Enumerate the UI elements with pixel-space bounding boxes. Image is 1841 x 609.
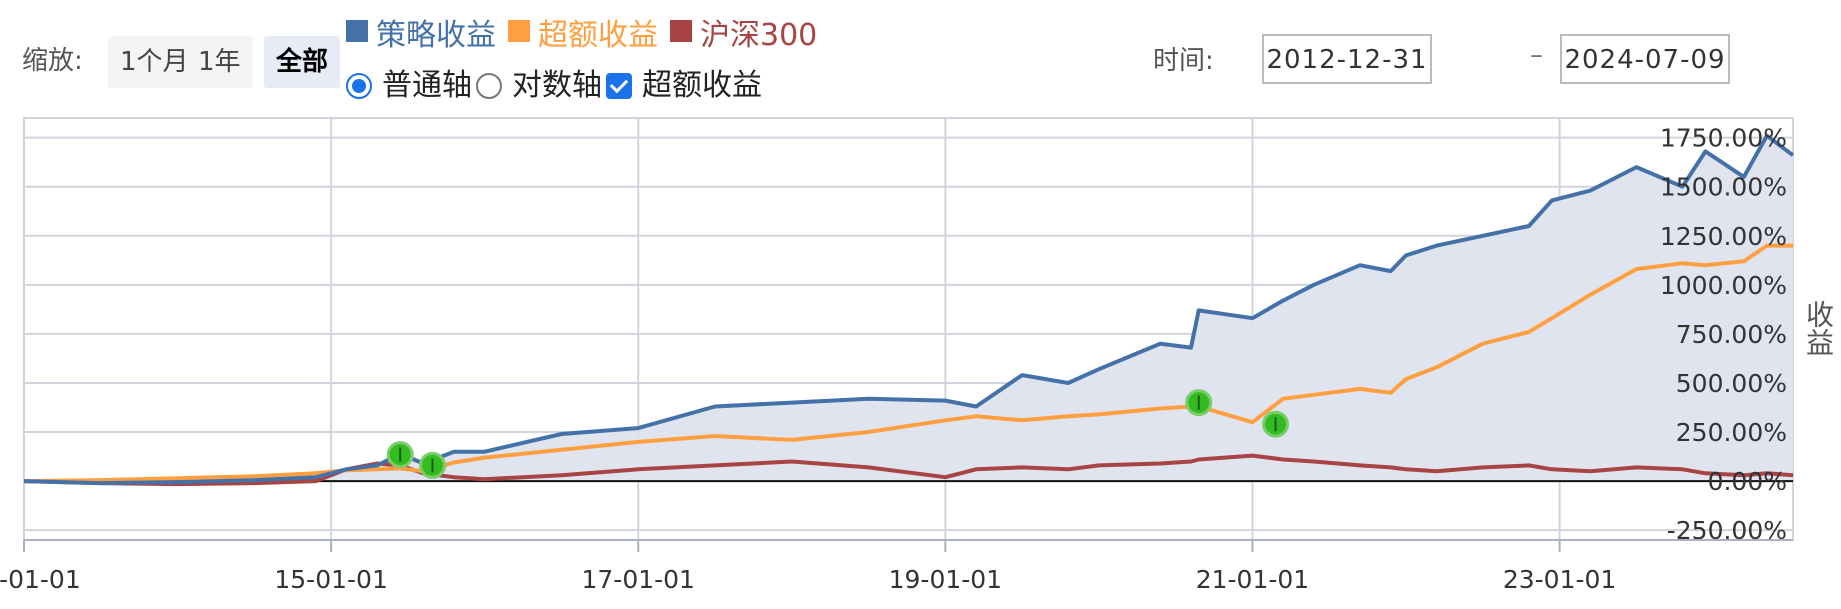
zoom-1-year-button[interactable]: 1年 — [186, 36, 253, 88]
legend-excess-label: 超额收益 — [538, 18, 658, 53]
x-tick-label: 17-01-01 — [581, 565, 694, 594]
log-axis-option[interactable]: 对数轴 — [476, 60, 602, 104]
x-tick-label: 21-01-01 — [1196, 565, 1309, 594]
time-label: 时间: — [1153, 46, 1214, 76]
normal-axis-option[interactable]: 普通轴 — [346, 60, 472, 104]
legend-excess[interactable]: 超额收益 — [508, 10, 658, 54]
excess-return-label: 超额收益 — [642, 68, 762, 103]
y-tick-label: 1500.00% — [1660, 173, 1787, 202]
y-tick-label: 750.00% — [1676, 320, 1787, 349]
legend-hs300[interactable]: 沪深300 — [670, 10, 817, 54]
legend-strategy[interactable]: 策略收益 — [346, 10, 496, 54]
zoom-label: 缩放: — [22, 46, 83, 76]
zoom-1-month-button[interactable]: 1个月 — [108, 36, 201, 88]
log-axis-radio[interactable] — [476, 73, 502, 99]
y-tick-label: 500.00% — [1676, 369, 1787, 398]
legend-swatch-excess — [508, 20, 530, 42]
log-axis-label: 对数轴 — [512, 68, 602, 103]
normal-axis-label: 普通轴 — [382, 68, 472, 103]
y-tick-label: 1250.00% — [1660, 222, 1787, 251]
y-tick-label: 1750.00% — [1660, 124, 1787, 153]
legend-swatch-hs300 — [670, 20, 692, 42]
excess-return-option[interactable]: 超额收益 — [606, 60, 762, 104]
y-tick-label: 250.00% — [1676, 418, 1787, 447]
date-to-input[interactable]: 2024-07-09 — [1560, 34, 1730, 84]
y-axis-label: 收益 — [1802, 300, 1835, 356]
strategy-area — [24, 135, 1793, 484]
normal-axis-radio[interactable] — [346, 73, 372, 99]
x-tick-label: 23-01-01 — [1503, 565, 1616, 594]
legend-hs300-label: 沪深300 — [700, 18, 818, 53]
legend-strategy-label: 策略收益 — [376, 18, 496, 53]
legend-swatch-strategy — [346, 20, 368, 42]
x-tick-label: 13-01-01 — [0, 565, 81, 594]
date-separator: – — [1530, 40, 1543, 70]
excess-return-checkbox[interactable] — [606, 73, 632, 99]
y-tick-label: 0.00% — [1708, 467, 1787, 496]
date-from-input[interactable]: 2012-12-31 — [1262, 34, 1432, 84]
x-tick-label: 15-01-01 — [274, 565, 387, 594]
excess-line — [23, 243, 1793, 484]
x-tick-label: 19-01-01 — [889, 565, 1002, 594]
y-tick-label: 1000.00% — [1660, 271, 1787, 300]
zoom-all-button[interactable]: 全部 — [264, 36, 341, 88]
